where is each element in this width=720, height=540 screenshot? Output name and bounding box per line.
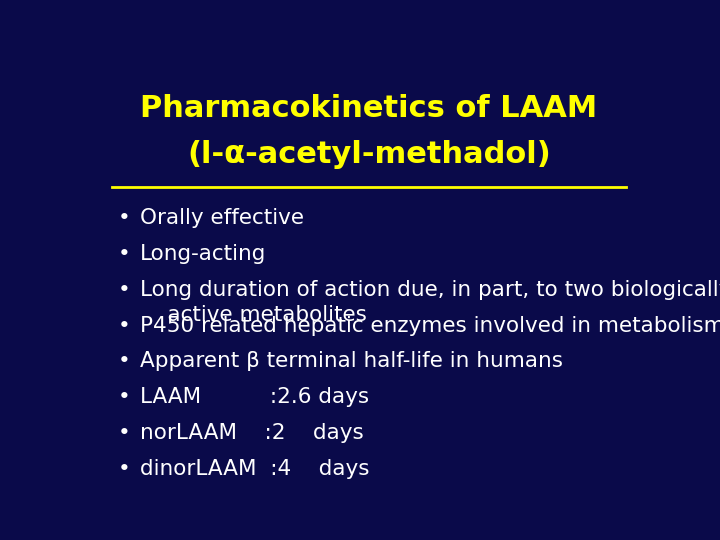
- Text: •: •: [118, 458, 130, 478]
- Text: •: •: [118, 244, 130, 264]
- Text: •: •: [118, 423, 130, 443]
- Text: P450 related hepatic enzymes involved in metabolism: P450 related hepatic enzymes involved in…: [140, 315, 720, 335]
- Text: •: •: [118, 352, 130, 372]
- Text: •: •: [118, 387, 130, 407]
- Text: Long-acting: Long-acting: [140, 244, 266, 264]
- Text: Orally effective: Orally effective: [140, 208, 305, 228]
- Text: dinorLAAM  :4    days: dinorLAAM :4 days: [140, 458, 370, 478]
- Text: LAAM          :2.6 days: LAAM :2.6 days: [140, 387, 369, 407]
- Text: norLAAM    :2    days: norLAAM :2 days: [140, 423, 364, 443]
- Text: Long duration of action due, in part, to two biologically
    active metabolites: Long duration of action due, in part, to…: [140, 280, 720, 325]
- Text: (l-α-acetyl-methadol): (l-α-acetyl-methadol): [187, 140, 551, 168]
- Text: •: •: [118, 208, 130, 228]
- Text: •: •: [118, 315, 130, 335]
- Text: Apparent β terminal half-life in humans: Apparent β terminal half-life in humans: [140, 352, 563, 372]
- Text: Pharmacokinetics of LAAM: Pharmacokinetics of LAAM: [140, 94, 598, 123]
- Text: •: •: [118, 280, 130, 300]
